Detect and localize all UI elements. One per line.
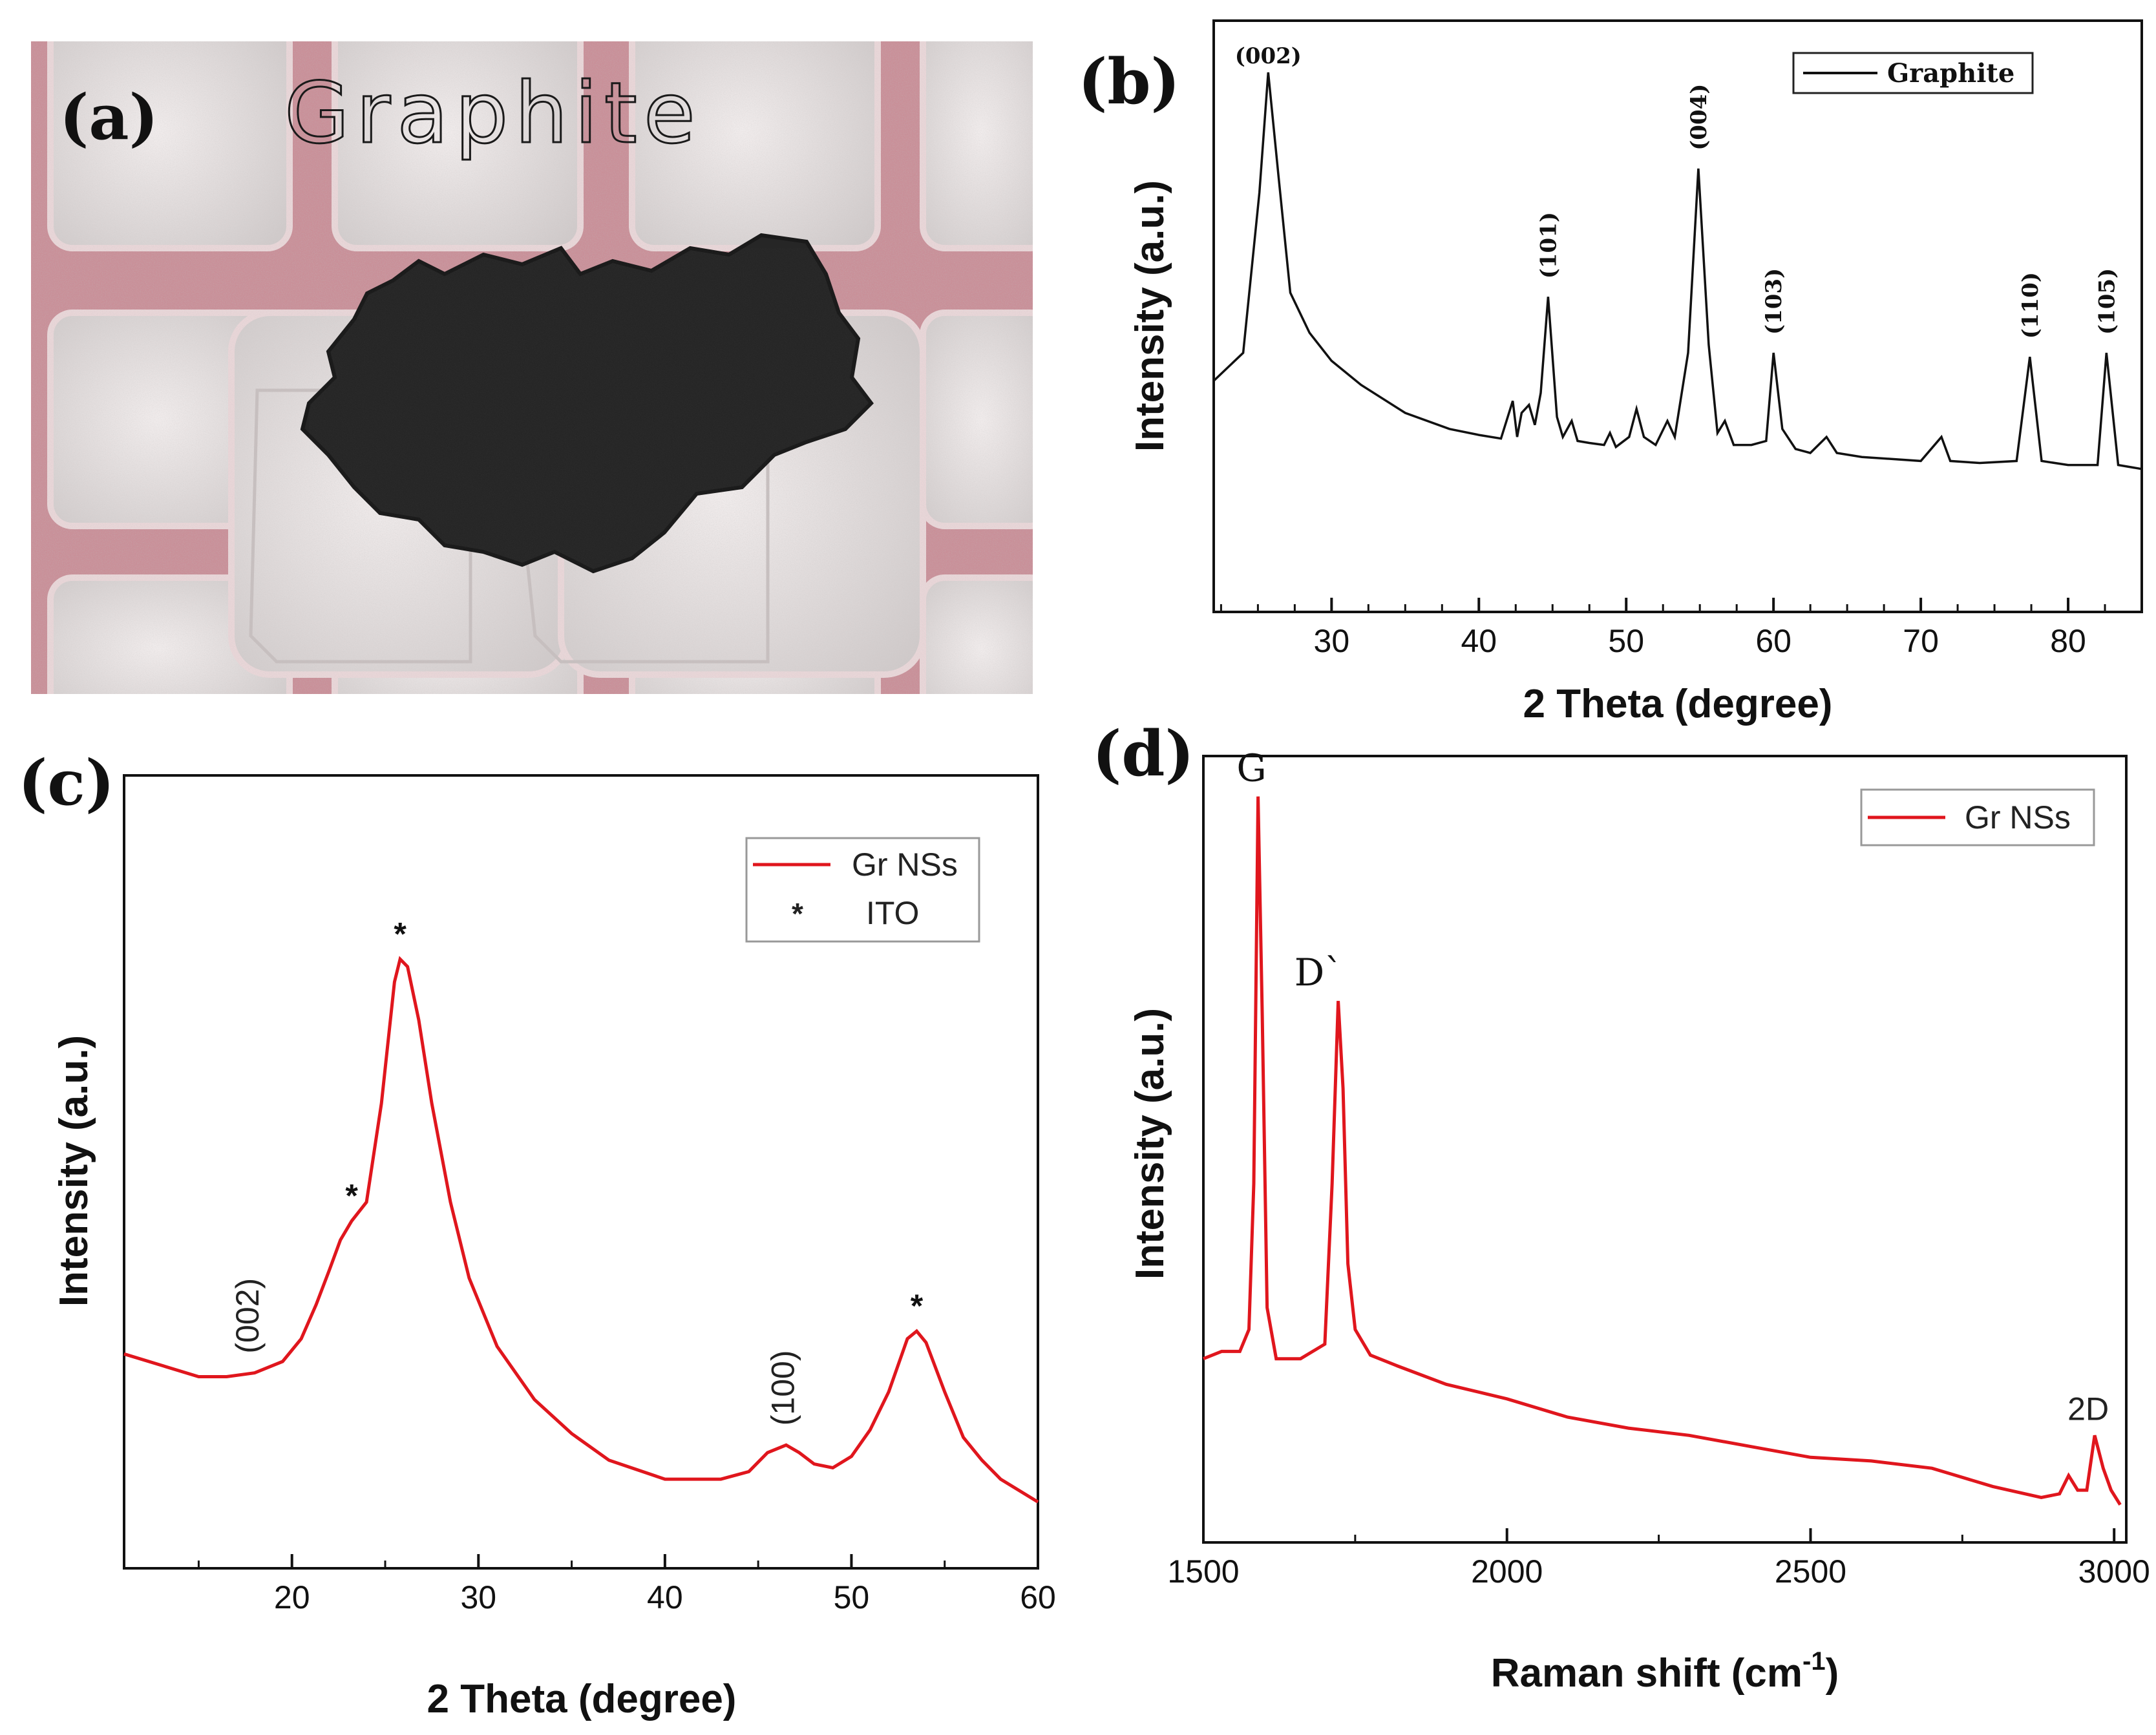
panel-d-annotations: G D` 2D [1236, 746, 2109, 1427]
panel-b-legend: Graphite [1792, 52, 2034, 94]
panel-b-plot-frame [1212, 19, 2143, 613]
panel-c-legend-ito: ITO [866, 895, 919, 931]
x-tick-label: 30 [1314, 623, 1350, 659]
peak-label: (101) [1536, 212, 1561, 279]
x-tick-label: 40 [1461, 623, 1497, 659]
panel-c-legend-star: * [792, 897, 803, 931]
panel-c-plot-frame [123, 774, 1039, 1570]
ito-marker: * [394, 916, 407, 952]
x-tick-label: 20 [274, 1579, 310, 1615]
panel-d-xlabel: Raman shift (cm-1) [1491, 1647, 1839, 1696]
peak-label: (110) [2018, 272, 2044, 339]
ito-marker: * [911, 1288, 924, 1324]
panel-c-series-gr-nss [123, 956, 1039, 1504]
panel-c-tick-labels: 20 30 40 50 60 [274, 1579, 1056, 1615]
panel-a-letter: (a) [59, 81, 158, 154]
x-tick-label: 50 [834, 1579, 870, 1615]
panel-b-ticks [1220, 598, 2143, 612]
peak-label: (103) [1761, 268, 1787, 335]
peak-label: 2D [2067, 1391, 2109, 1427]
x-tick-label: 60 [1020, 1579, 1056, 1615]
panel-c-chart: 20 30 40 50 60 * * * (002) (100) 2 Theta (degree… [52, 774, 1056, 1721]
panel-b-annotations: (002) (101) (004) (103) (110) (105) [1235, 43, 2120, 339]
peak-label: G [1236, 746, 1266, 790]
panel-d-ylabel: Intensity (a.u.) [1128, 1008, 1172, 1279]
peak-label: (004) [1686, 84, 1712, 151]
panel-b-ylabel: Intensity (a.u.) [1128, 180, 1172, 452]
panel-c-xlabel: 2 Theta (degree) [427, 1677, 737, 1721]
ito-marker: * [345, 1178, 358, 1214]
x-tick-label: 2500 [1775, 1553, 1846, 1590]
x-tick-label: 70 [1903, 623, 1939, 659]
panel-d-tick-labels: 1500 2000 2500 3000 [1167, 1553, 2150, 1590]
panel-d-legend-gr-nss: Gr NSs [1965, 799, 2071, 836]
peak-label: (100) [765, 1351, 801, 1426]
panel-b-legend-graphite: Graphite [1887, 58, 2014, 89]
peak-label: D` [1295, 951, 1344, 994]
panel-d-ticks [1202, 1528, 2116, 1542]
x-tick-label: 60 [1755, 623, 1791, 659]
panel-c-legend-gr-nss: Gr NSs [852, 846, 958, 883]
panel-b-xlabel: 2 Theta (degree) [1523, 682, 1833, 726]
panel-c-legend: Gr NSs * ITO [745, 837, 980, 943]
panel-d-plot-frame [1202, 755, 2128, 1544]
panel-d-letter: (d) [1092, 717, 1194, 790]
x-tick-label: 2000 [1471, 1553, 1543, 1590]
panel-c-ylabel: Intensity (a.u.) [52, 1035, 96, 1307]
peak-label: (002) [1235, 43, 1302, 69]
panel-d-legend: Gr NSs [1860, 788, 2095, 846]
panel-c-annotations: * * * (002) (100) [229, 916, 923, 1425]
panel-c-letter: (c) [18, 746, 114, 819]
handwritten-label: Graphite [284, 64, 702, 162]
x-tick-label: 80 [2050, 623, 2086, 659]
panel-b-tick-labels: 30 40 50 60 70 80 [1314, 623, 2086, 659]
x-tick-label: 3000 [2078, 1553, 2150, 1590]
x-tick-label: 40 [647, 1579, 683, 1615]
x-tick-label: 50 [1608, 623, 1644, 659]
panel-d-chart: 1500 2000 2500 3000 G D` 2D Raman shift (cm-1… [1128, 746, 2150, 1696]
peak-label: (105) [2094, 268, 2120, 335]
panel-b-chart: 30 40 50 60 70 80 (002) (101) (004) (103) (110) (1… [1128, 19, 2143, 726]
x-tick-label: 1500 [1167, 1553, 1239, 1590]
panel-d-series-gr-nss [1203, 796, 2122, 1506]
panel-b-letter: (b) [1078, 45, 1180, 118]
x-tick-label: 30 [460, 1579, 496, 1615]
peak-label: (002) [229, 1278, 266, 1354]
graphite-photo [31, 41, 1033, 694]
panel-c-ticks [197, 1554, 1039, 1568]
panel-b-series-graphite [1212, 72, 2142, 470]
